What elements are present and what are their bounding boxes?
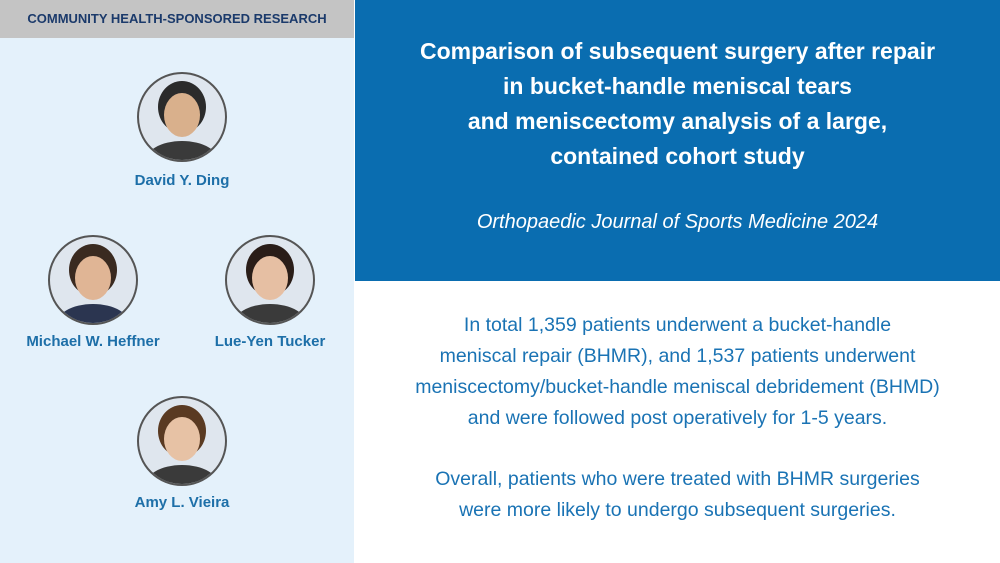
summary-line: meniscectomy/bucket-handle meniscal debr… [415, 376, 940, 398]
summary-line: were more likely to undergo subsequent s… [459, 499, 896, 521]
author-photo [136, 395, 227, 486]
author-name: David Y. Ding [134, 172, 230, 189]
summary-line: and were followed post operatively for 1… [467, 407, 888, 429]
author-name: Michael W. Heffner [26, 333, 160, 350]
summary-line: Overall, patients who were treated with … [435, 468, 920, 490]
title-line: contained cohort study [550, 143, 805, 169]
author-photo [47, 234, 138, 325]
summary-line: meniscal repair (BHMR), and 1,537 patien… [439, 345, 916, 367]
author-name: Lue-Yen Tucker [214, 333, 326, 350]
title-line: in bucket-handle meniscal tears [503, 73, 852, 99]
photo-placeholder [48, 235, 138, 325]
header-label: COMMUNITY HEALTH-SPONSORED RESEARCH [0, 0, 354, 38]
author-name: Amy L. Vieira [134, 494, 230, 511]
title-line: and meniscectomy analysis of a large, [467, 108, 888, 134]
title-line: Comparison of subsequent surgery after r… [419, 38, 936, 64]
title-panel [355, 0, 1000, 281]
photo-placeholder [225, 235, 315, 325]
author-photo [136, 71, 227, 162]
author-photo [224, 234, 315, 325]
photo-placeholder [137, 72, 227, 162]
photo-placeholder [137, 396, 227, 486]
summary-line: In total 1,359 patients underwent a buck… [463, 314, 892, 336]
journal: Orthopaedic Journal of Sports Medicine 2… [476, 211, 879, 233]
